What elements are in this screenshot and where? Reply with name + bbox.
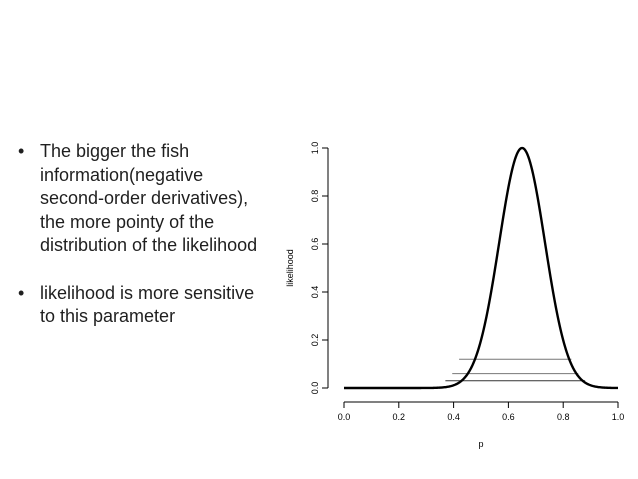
y-tick-label: 0.2 — [310, 334, 320, 347]
x-tick-label: 0.0 — [338, 412, 351, 422]
bullet-marker: • — [18, 282, 25, 303]
bullet-marker: • — [18, 141, 25, 161]
y-tick-label: 0.8 — [310, 190, 320, 203]
x-tick-label: 0.8 — [557, 412, 570, 422]
bullet-item-fisher-information: • The bigger the fish information(negati… — [18, 140, 268, 258]
bullet-item-sensitivity: • likelihood is more sensitive to this p… — [18, 282, 268, 329]
x-tick-label: 1.0 — [612, 412, 625, 422]
x-tick-label: 0.2 — [393, 412, 406, 422]
bullet-list: • The bigger the fish information(negati… — [18, 140, 268, 329]
likelihood-curve — [343, 146, 619, 390]
y-axis: 0.0 0.2 0.4 0.6 0.8 1.0 — [310, 142, 329, 395]
y-tick-label: 0.0 — [310, 382, 320, 395]
x-tick-label: 0.4 — [447, 412, 460, 422]
bullet-text: The bigger the fish information(negative… — [40, 141, 258, 255]
y-ticks: 0.0 0.2 0.4 0.6 0.8 1.0 — [310, 142, 328, 395]
y-tick-label: 0.4 — [310, 286, 320, 299]
y-tick-label: 1.0 — [310, 142, 320, 155]
threshold-lines — [445, 358, 586, 382]
y-axis-label: likelihood — [285, 249, 295, 287]
x-axis-label: p — [478, 439, 483, 449]
y-tick-label: 0.6 — [310, 238, 320, 251]
bullet-text: likelihood is more sensitive to this par… — [40, 282, 255, 327]
x-tick-label: 0.6 — [502, 412, 515, 422]
x-axis: 0.0 0.2 0.4 0.6 0.8 1.0 — [338, 401, 625, 422]
x-ticks: 0.0 0.2 0.4 0.6 0.8 1.0 — [338, 402, 625, 422]
